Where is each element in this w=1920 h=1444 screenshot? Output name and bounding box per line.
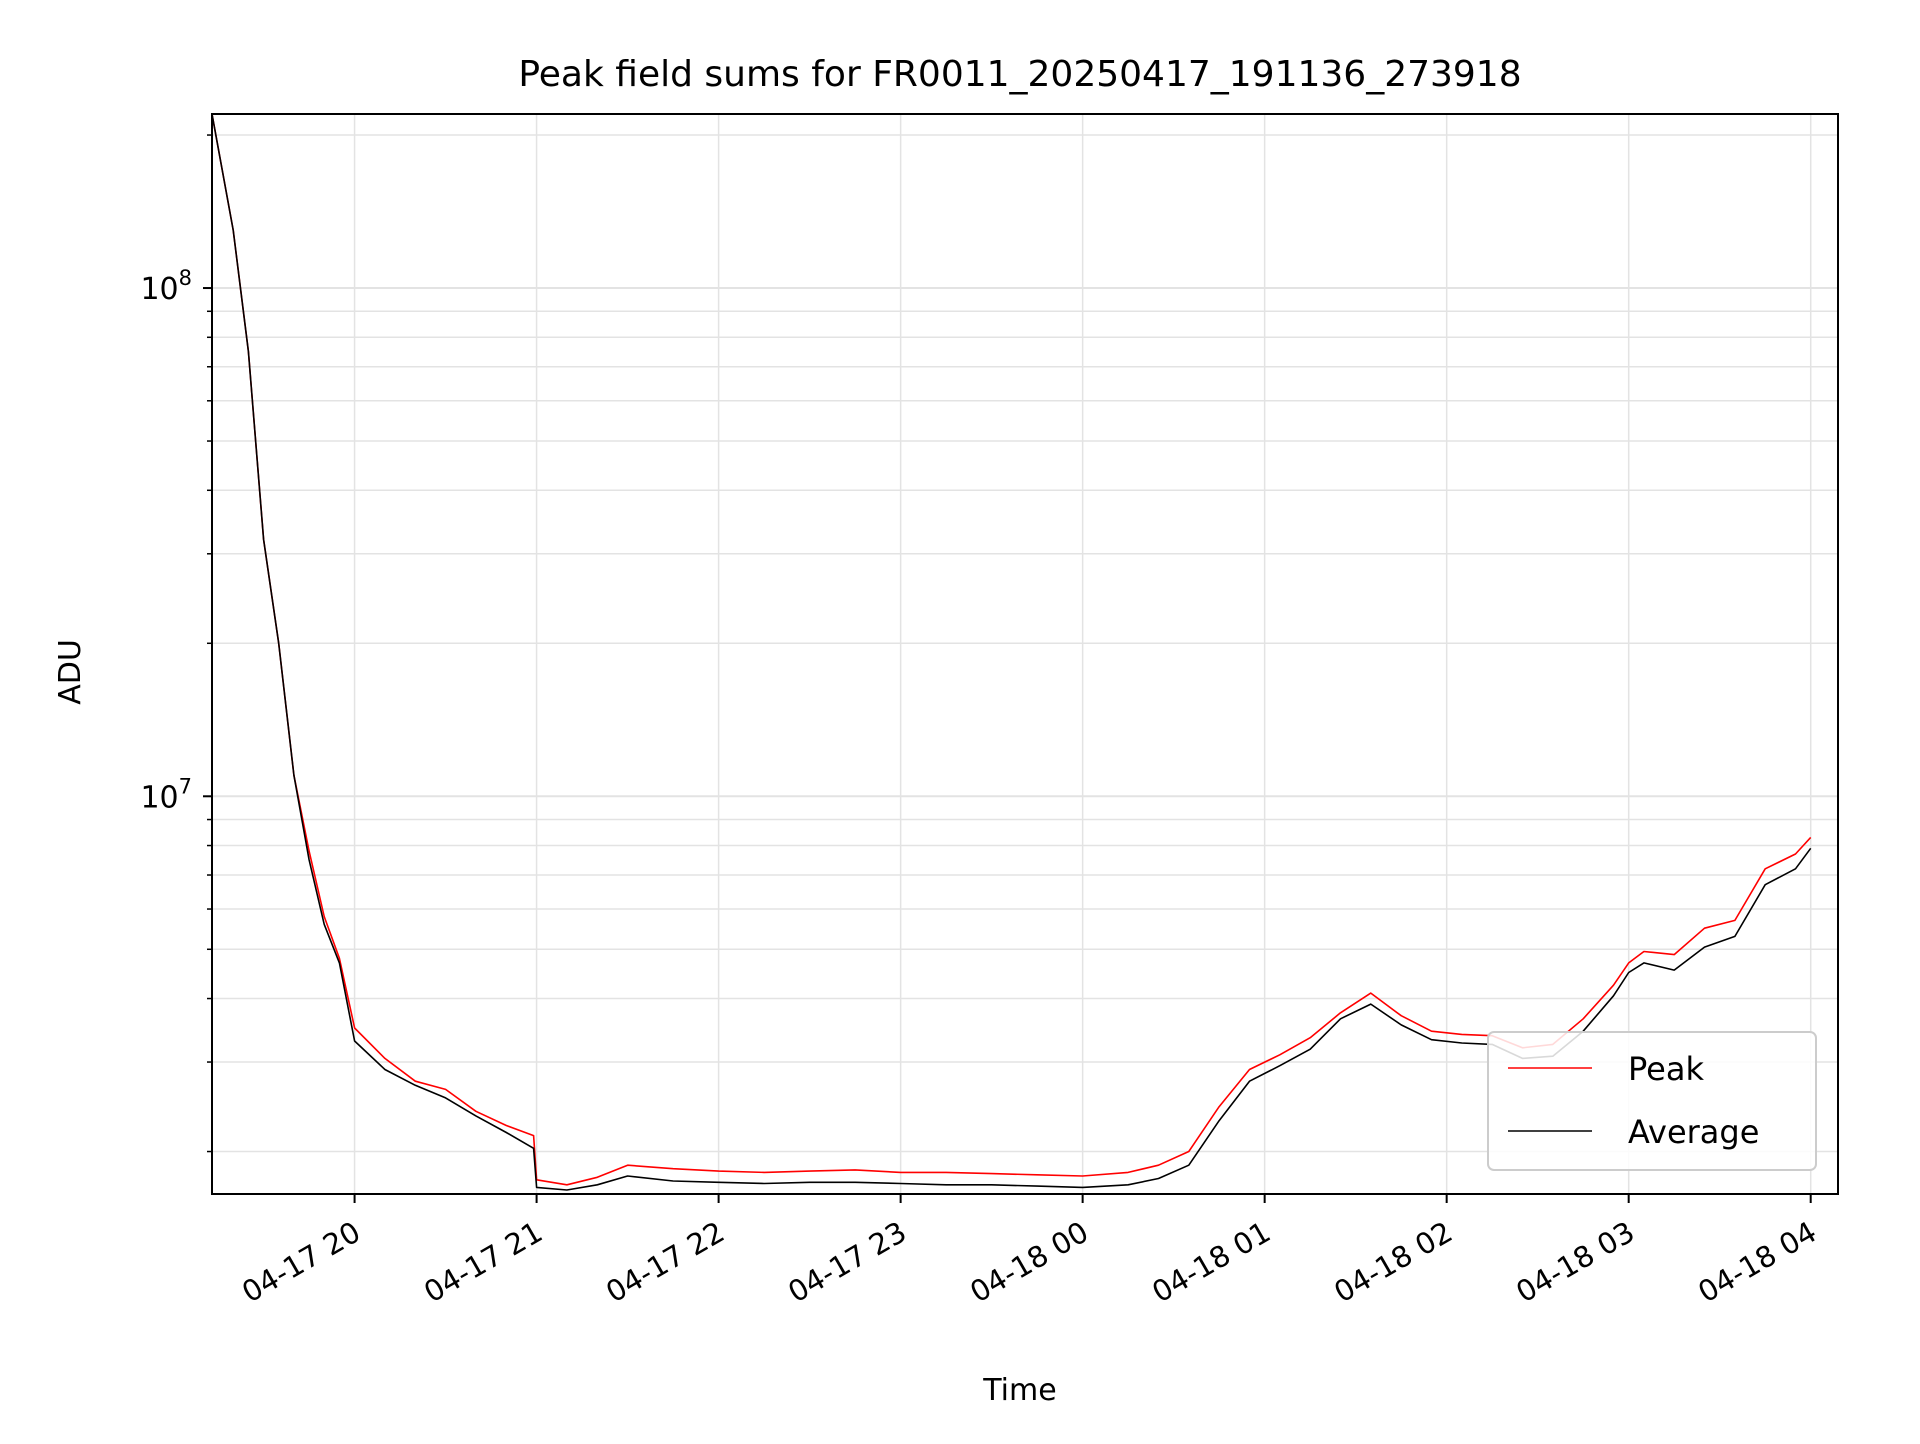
chart-title: Peak field sums for FR0011_20250417_1911… — [518, 54, 1521, 95]
y-tick-label: 108 — [140, 266, 192, 307]
legend-average-label: Average — [1628, 1113, 1759, 1151]
series-line-peak — [211, 113, 1812, 1186]
plot-frame — [211, 113, 1839, 1195]
legend-box — [1487, 1031, 1817, 1171]
legend-peak-label: Peak — [1628, 1050, 1704, 1088]
legend: Peak Average — [1487, 1031, 1817, 1171]
y-tick-label: 107 — [140, 774, 192, 815]
x-axis-label: Time — [982, 1373, 1056, 1408]
y-axis-label: ADU — [53, 639, 88, 705]
